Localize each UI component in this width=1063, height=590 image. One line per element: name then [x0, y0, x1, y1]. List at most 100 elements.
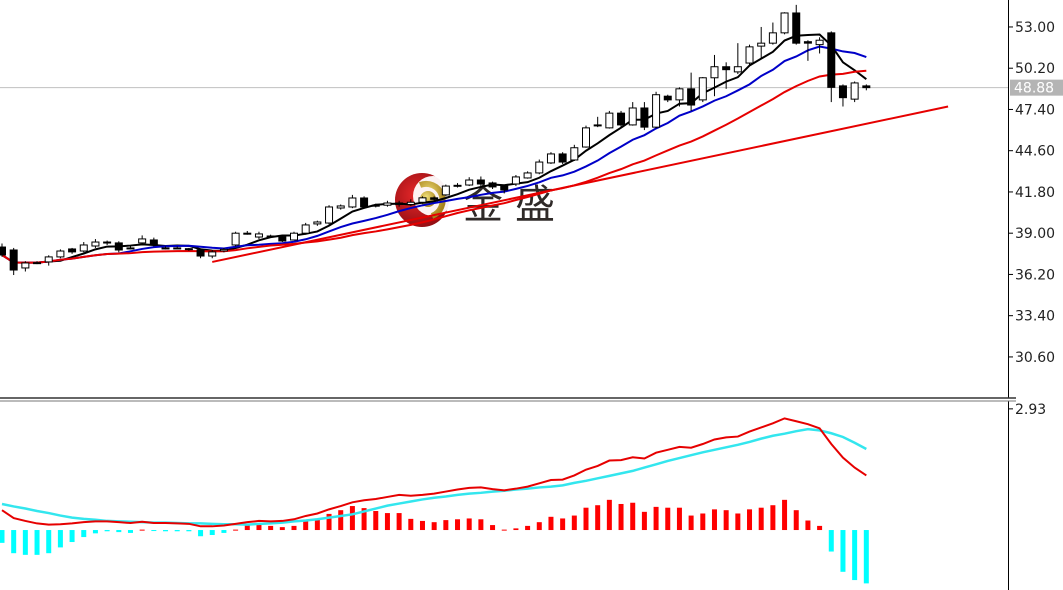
macd-histogram-bar: [571, 515, 577, 531]
macd-histogram-bar: [233, 529, 239, 531]
candle-bearish: [476, 179, 485, 185]
candle-bullish: [570, 147, 579, 161]
candle-bullish: [313, 221, 322, 225]
macd-histogram-bar: [711, 509, 717, 531]
macd-histogram-bar: [852, 530, 858, 581]
macd-histogram-bar: [828, 530, 834, 552]
candle-bullish: [254, 233, 263, 238]
candle-bearish: [114, 242, 123, 251]
macd-histogram-bar: [268, 525, 274, 531]
candle-bullish: [348, 197, 357, 208]
candle-bullish: [219, 248, 228, 252]
macd-pane: [0, 417, 869, 584]
macd-histogram-bar: [688, 515, 694, 531]
macd-histogram-bar: [244, 525, 250, 531]
macd-line: [1, 417, 867, 528]
macd-histogram-bar: [536, 522, 542, 531]
candle-bearish: [360, 197, 369, 208]
candle-bearish: [663, 95, 672, 101]
candle-bullish: [126, 247, 135, 250]
candle-bullish: [325, 206, 334, 224]
candle-bullish: [698, 77, 707, 101]
candle-bullish: [628, 107, 637, 126]
candle-bearish: [0, 246, 6, 256]
candle-bullish: [56, 250, 65, 258]
macd-tick-label: 2.93: [1015, 402, 1046, 418]
macd-histogram-bar: [735, 513, 741, 531]
macd-histogram-bar: [163, 530, 169, 532]
candle-bullish: [453, 184, 462, 187]
macd-histogram-bar: [641, 511, 647, 531]
price-tick-label: 53.00: [1015, 20, 1055, 36]
macd-histogram-bar: [151, 530, 157, 532]
ma5-line: [1, 33, 867, 264]
macd-histogram-bar: [279, 527, 285, 531]
candle-bullish: [33, 262, 42, 265]
candle-bearish: [103, 241, 112, 244]
macd-histogram-bar: [256, 524, 262, 531]
candle-bullish: [780, 12, 789, 34]
macd-histogram-bar: [525, 525, 531, 531]
macd-histogram-bar: [595, 505, 601, 531]
macd-histogram-bar: [11, 530, 17, 554]
macd-histogram-bar: [127, 530, 133, 533]
candle-bullish: [21, 262, 30, 269]
macd-signal-line: [1, 427, 867, 526]
candle-bullish: [173, 247, 182, 250]
macd-histogram-bar: [501, 529, 507, 531]
macd-histogram-bar: [443, 520, 449, 531]
macd-histogram-bar: [618, 503, 624, 531]
candle-bearish: [395, 202, 404, 205]
candle-bearish: [722, 66, 731, 71]
candle-bullish: [605, 112, 614, 129]
candle-bullish: [535, 161, 544, 174]
price-tick-label: 39.00: [1015, 226, 1055, 242]
macd-histogram-bar: [69, 530, 75, 543]
candle-bearish: [371, 204, 380, 207]
macd-histogram-bar: [478, 519, 484, 531]
current-price-tag: [1010, 79, 1063, 96]
price-tick-label: 41.80: [1015, 185, 1055, 201]
candle-bullish: [290, 232, 298, 241]
macd-histogram-bar: [840, 530, 846, 572]
macd-histogram-bar: [419, 520, 425, 531]
macd-histogram-bar: [431, 522, 437, 531]
candle-bearish: [617, 112, 626, 126]
candle-bearish: [9, 249, 18, 271]
ma10-line: [1, 45, 867, 264]
macd-histogram-bar: [583, 507, 589, 531]
macd-histogram-bar: [490, 525, 496, 531]
macd-histogram-bar: [303, 520, 309, 531]
candle-bearish: [430, 197, 439, 200]
macd-histogram-bar: [700, 513, 706, 531]
candle-bullish: [523, 172, 532, 179]
candle-bullish: [733, 66, 742, 73]
candle-bullish: [675, 88, 684, 101]
candle-bullish: [138, 238, 147, 244]
candle-bullish: [850, 82, 859, 100]
candle-bullish: [336, 205, 345, 209]
macd-histogram-bar: [139, 529, 145, 531]
price-marks: [0, 4, 949, 276]
macd-histogram-bar: [34, 530, 40, 555]
macd-histogram-bar: [186, 530, 192, 532]
candle-bullish: [266, 235, 275, 238]
macd-histogram-bar: [104, 530, 110, 532]
candle-bullish: [418, 197, 427, 203]
candle-bearish: [792, 12, 801, 44]
macd-histogram-bar: [326, 513, 332, 531]
ma20-line: [1, 69, 867, 264]
candle-bullish: [757, 42, 766, 47]
candle-bearish: [838, 85, 847, 99]
candle-bullish: [406, 201, 415, 205]
macd-histogram-bar: [466, 518, 472, 531]
candle-bearish: [640, 107, 649, 128]
macd-histogram-bar: [209, 530, 215, 535]
price-tick-label: 36.20: [1015, 267, 1055, 283]
macd-histogram-bar: [408, 518, 414, 531]
macd-histogram-bar: [314, 518, 320, 531]
macd-histogram-bar: [291, 525, 297, 531]
price-tick-label: 50.20: [1015, 61, 1055, 77]
macd-histogram-bar: [758, 507, 764, 531]
